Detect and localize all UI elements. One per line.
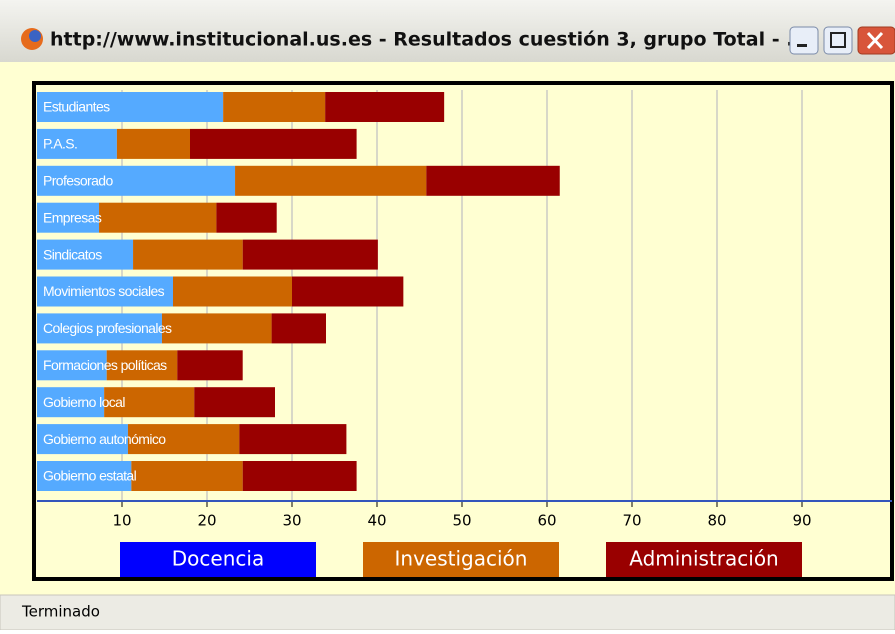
- bar-segment: [37, 313, 162, 344]
- bar-segment: [223, 92, 326, 122]
- bar-segment: [325, 92, 445, 122]
- maximize-icon: [830, 32, 846, 48]
- category-label: Movimientos sociales: [43, 283, 165, 299]
- bar-segment: [426, 165, 560, 196]
- bar-segment: [271, 313, 326, 344]
- bar-segment: [133, 239, 243, 270]
- category-label: Gobierno autonómico: [43, 431, 166, 447]
- bar-segment: [292, 276, 404, 307]
- x-tick-label: 70: [622, 512, 641, 530]
- category-label: Empresas: [43, 209, 102, 225]
- bar-segment: [216, 202, 277, 233]
- bar-segment: [131, 461, 243, 491]
- status-text: Terminado: [21, 603, 100, 621]
- x-tick-label: 40: [367, 512, 386, 530]
- legend-swatch: [363, 542, 559, 577]
- bar-segment: [127, 424, 240, 455]
- bar-segment: [161, 313, 272, 344]
- category-label: Profesorado: [43, 173, 113, 189]
- bar-segment: [37, 128, 117, 159]
- x-tick-label: 80: [707, 512, 726, 530]
- bar-segment: [37, 202, 100, 233]
- bar-segment: [242, 239, 378, 270]
- x-tick-label: 20: [197, 512, 216, 530]
- x-tick-label: 10: [112, 512, 131, 530]
- bar-segment: [239, 424, 347, 455]
- bar-segment: [37, 239, 134, 270]
- bar-segment: [37, 387, 105, 418]
- x-tick-label: 60: [537, 512, 556, 530]
- window-title: http://www.institucional.us.es - Resulta…: [50, 29, 808, 51]
- category-label: P.A.S.: [43, 136, 77, 152]
- bar-segment: [104, 387, 195, 418]
- bar-segment: [190, 128, 357, 159]
- bar-segment: [242, 461, 357, 491]
- bar-segment: [37, 424, 128, 455]
- bar-segment: [37, 461, 132, 491]
- category-label: Gobierno estatal: [43, 468, 137, 484]
- minimize-icon: [797, 44, 807, 47]
- category-label: Sindicatos: [43, 246, 102, 262]
- status-bar: [0, 594, 895, 631]
- category-label: Formaciones políticas: [43, 357, 167, 373]
- bar-segment: [37, 350, 107, 381]
- bar-segment: [173, 276, 292, 307]
- bar-segment: [106, 350, 178, 381]
- category-label: Estudiantes: [43, 99, 110, 115]
- bar-segment: [177, 350, 243, 381]
- bar-segment: [194, 387, 275, 418]
- x-tick-label: 90: [792, 512, 811, 530]
- bar-segment: [37, 165, 236, 196]
- legend-swatch: [606, 542, 802, 577]
- legend-swatch: [120, 542, 316, 577]
- bar-segment: [116, 128, 190, 159]
- browser-icon-globe: [29, 30, 41, 42]
- minimize-button[interactable]: [789, 26, 819, 55]
- legend-label: Docencia: [172, 547, 264, 571]
- legend-label: Investigación: [395, 547, 528, 571]
- close-icon: [866, 31, 884, 50]
- title-bar: [0, 0, 895, 62]
- bar-segment: [235, 165, 427, 196]
- x-tick-label: 50: [452, 512, 471, 530]
- chart-frame: [32, 81, 894, 581]
- bar-segment: [99, 202, 217, 233]
- bar-segment: [37, 92, 224, 122]
- legend-label: Administración: [629, 547, 779, 571]
- bar-segment: [37, 276, 173, 307]
- maximize-button[interactable]: [823, 26, 853, 55]
- x-tick-label: 30: [282, 512, 301, 530]
- category-label: Colegios profesionales: [43, 320, 172, 336]
- category-label: Gobierno local: [43, 394, 125, 410]
